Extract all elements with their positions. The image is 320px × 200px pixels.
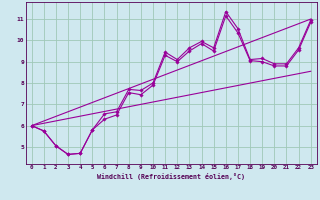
X-axis label: Windchill (Refroidissement éolien,°C): Windchill (Refroidissement éolien,°C) xyxy=(97,173,245,180)
